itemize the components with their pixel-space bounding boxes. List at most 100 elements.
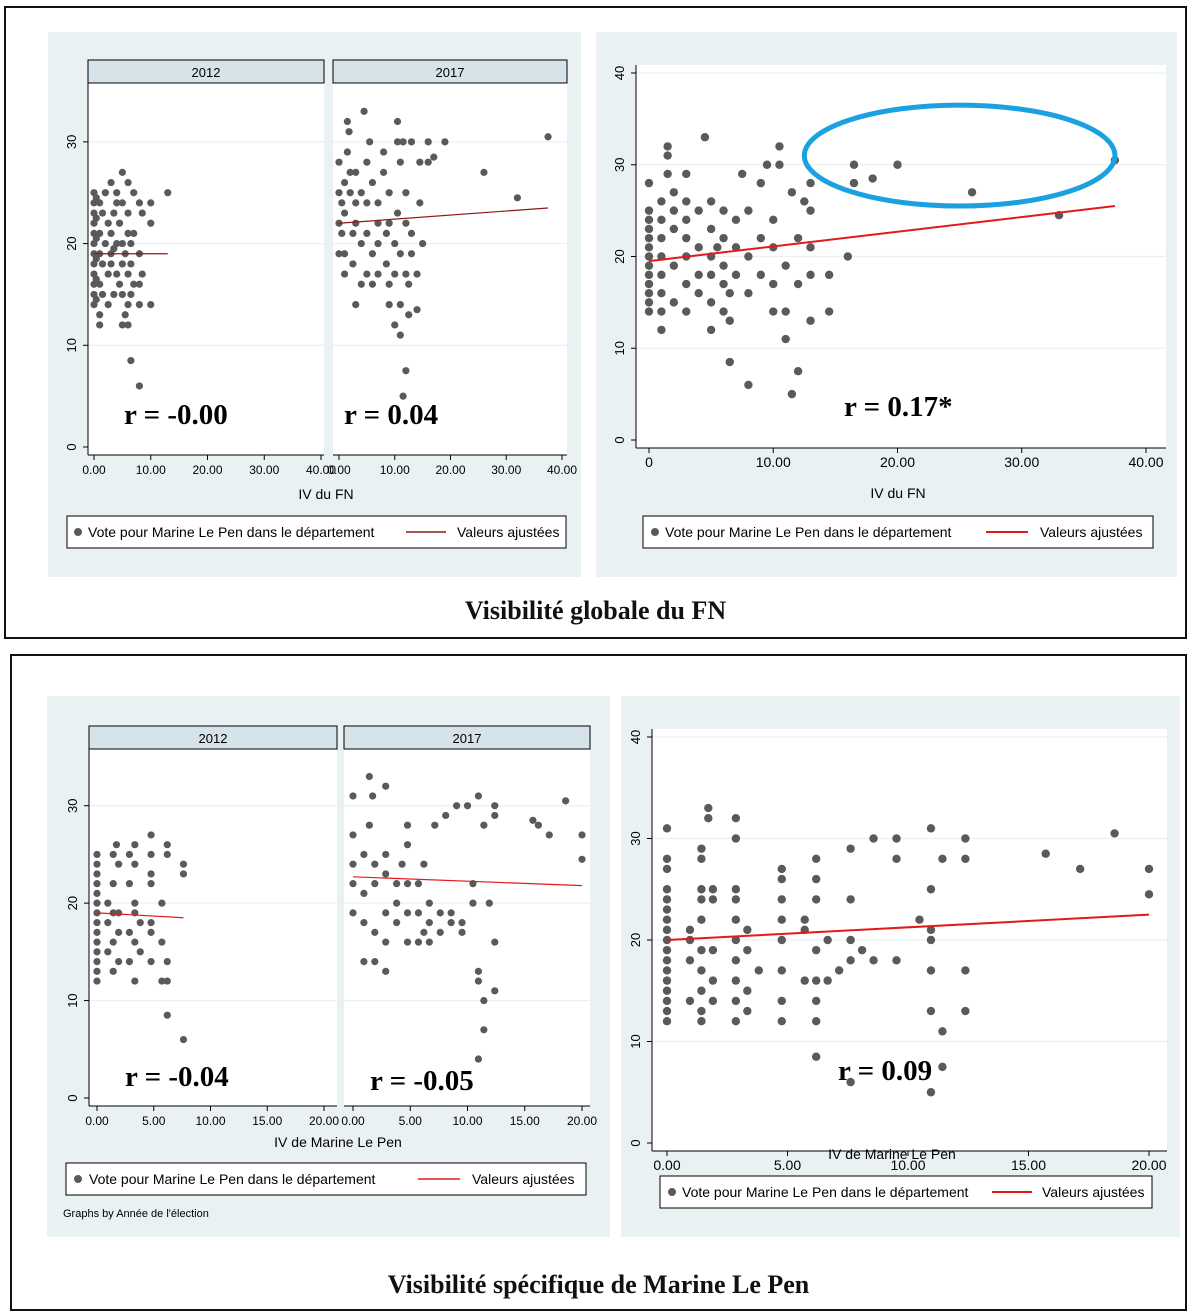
legend-dot-label: Vote pour Marine Le Pen dans le départem… (682, 1184, 969, 1200)
data-point (485, 899, 493, 907)
data-point (708, 885, 718, 894)
strip-2017-label: 2017 (453, 731, 482, 746)
x-tick-label: 5.00 (399, 1114, 423, 1128)
x-tick-label: 40.00 (547, 463, 577, 477)
data-point (382, 850, 390, 859)
strip-2017 (332, 59, 568, 84)
data-point (697, 854, 706, 863)
data-point (396, 158, 404, 166)
data-point (644, 307, 654, 316)
legend-box (66, 515, 567, 549)
data-point (777, 1017, 786, 1026)
data-point (938, 854, 947, 863)
data-point (708, 945, 718, 955)
data-point (708, 996, 718, 1006)
data-point (414, 909, 423, 917)
data-point (382, 938, 390, 946)
x-tick-label: 20.00 (435, 463, 465, 477)
data-point (644, 298, 654, 307)
data-point (101, 189, 109, 197)
data-point (179, 1035, 188, 1044)
data-point (669, 298, 679, 307)
data-point (118, 290, 126, 299)
data-point (109, 850, 117, 859)
fitted-line (338, 207, 549, 224)
data-point (756, 178, 766, 188)
data-point (662, 996, 672, 1006)
data-point (662, 945, 672, 955)
data-point (402, 367, 410, 375)
data-point (685, 996, 695, 1006)
data-point (777, 966, 786, 975)
data-point (938, 1027, 947, 1036)
data-point (405, 280, 413, 288)
data-point (121, 311, 129, 319)
data-point (382, 870, 390, 878)
correlation-label: r = -0.05 (370, 1065, 474, 1097)
data-point (163, 1011, 171, 1019)
data-point (657, 289, 666, 298)
data-point (104, 919, 112, 927)
data-point (349, 880, 357, 888)
data-point (104, 270, 112, 278)
data-point (385, 189, 393, 197)
data-point (104, 948, 112, 956)
data-point (534, 821, 542, 829)
data-point (115, 909, 123, 917)
data-point (725, 357, 734, 367)
data-point (130, 280, 138, 288)
plot-fn-2017: 0.00 10.00 20.00 30.00 40.00 r = 0.04 (327, 83, 577, 477)
plot-area (88, 83, 324, 455)
data-point (731, 895, 741, 904)
data-point (405, 311, 413, 319)
data-point (110, 290, 118, 299)
top-figure-svg: 0 10 20 30 0.00 10.00 20.00 30.00 40.00 r = -0.00… (48, 32, 1177, 577)
data-point (407, 250, 416, 258)
data-point (663, 142, 672, 151)
data-point (96, 311, 104, 319)
data-point (793, 366, 803, 376)
data-point (158, 977, 166, 985)
data-point (349, 831, 357, 839)
data-point (107, 178, 115, 187)
data-point (775, 160, 784, 169)
y-tick-label: 10 (64, 338, 79, 352)
strip-2017-label: 2017 (436, 65, 465, 80)
data-point (869, 834, 878, 843)
data-point (92, 255, 100, 263)
data-point (147, 199, 155, 207)
data-point (846, 844, 855, 853)
x-tick-label: 0 (645, 454, 653, 470)
x-tick-label: 40.00 (306, 463, 336, 477)
data-point (869, 956, 878, 965)
data-point (424, 158, 432, 166)
data-point (109, 967, 117, 975)
data-point (357, 189, 365, 197)
data-point (109, 909, 117, 917)
data-point (442, 811, 450, 820)
y-tick-label: 40 (612, 66, 627, 80)
data-point (360, 850, 368, 859)
data-point (425, 919, 433, 927)
data-point (578, 855, 586, 863)
data-point (706, 197, 716, 206)
data-point (93, 958, 101, 966)
data-point (491, 802, 499, 810)
data-point (846, 1077, 855, 1087)
x-tick-label: 0.00 (341, 1114, 365, 1128)
x-tick-label: 10.00 (136, 463, 166, 477)
data-point (469, 899, 477, 907)
data-point (403, 880, 412, 888)
data-point (657, 307, 666, 316)
data-point (371, 928, 379, 936)
data-point (115, 958, 123, 966)
data-point (396, 301, 404, 309)
data-point (115, 219, 124, 227)
data-point (104, 899, 112, 907)
data-point (756, 233, 766, 243)
strip-2012 (87, 59, 325, 84)
data-point (413, 270, 421, 278)
data-point (697, 1006, 706, 1016)
data-point (781, 334, 790, 344)
data-point (92, 234, 100, 243)
